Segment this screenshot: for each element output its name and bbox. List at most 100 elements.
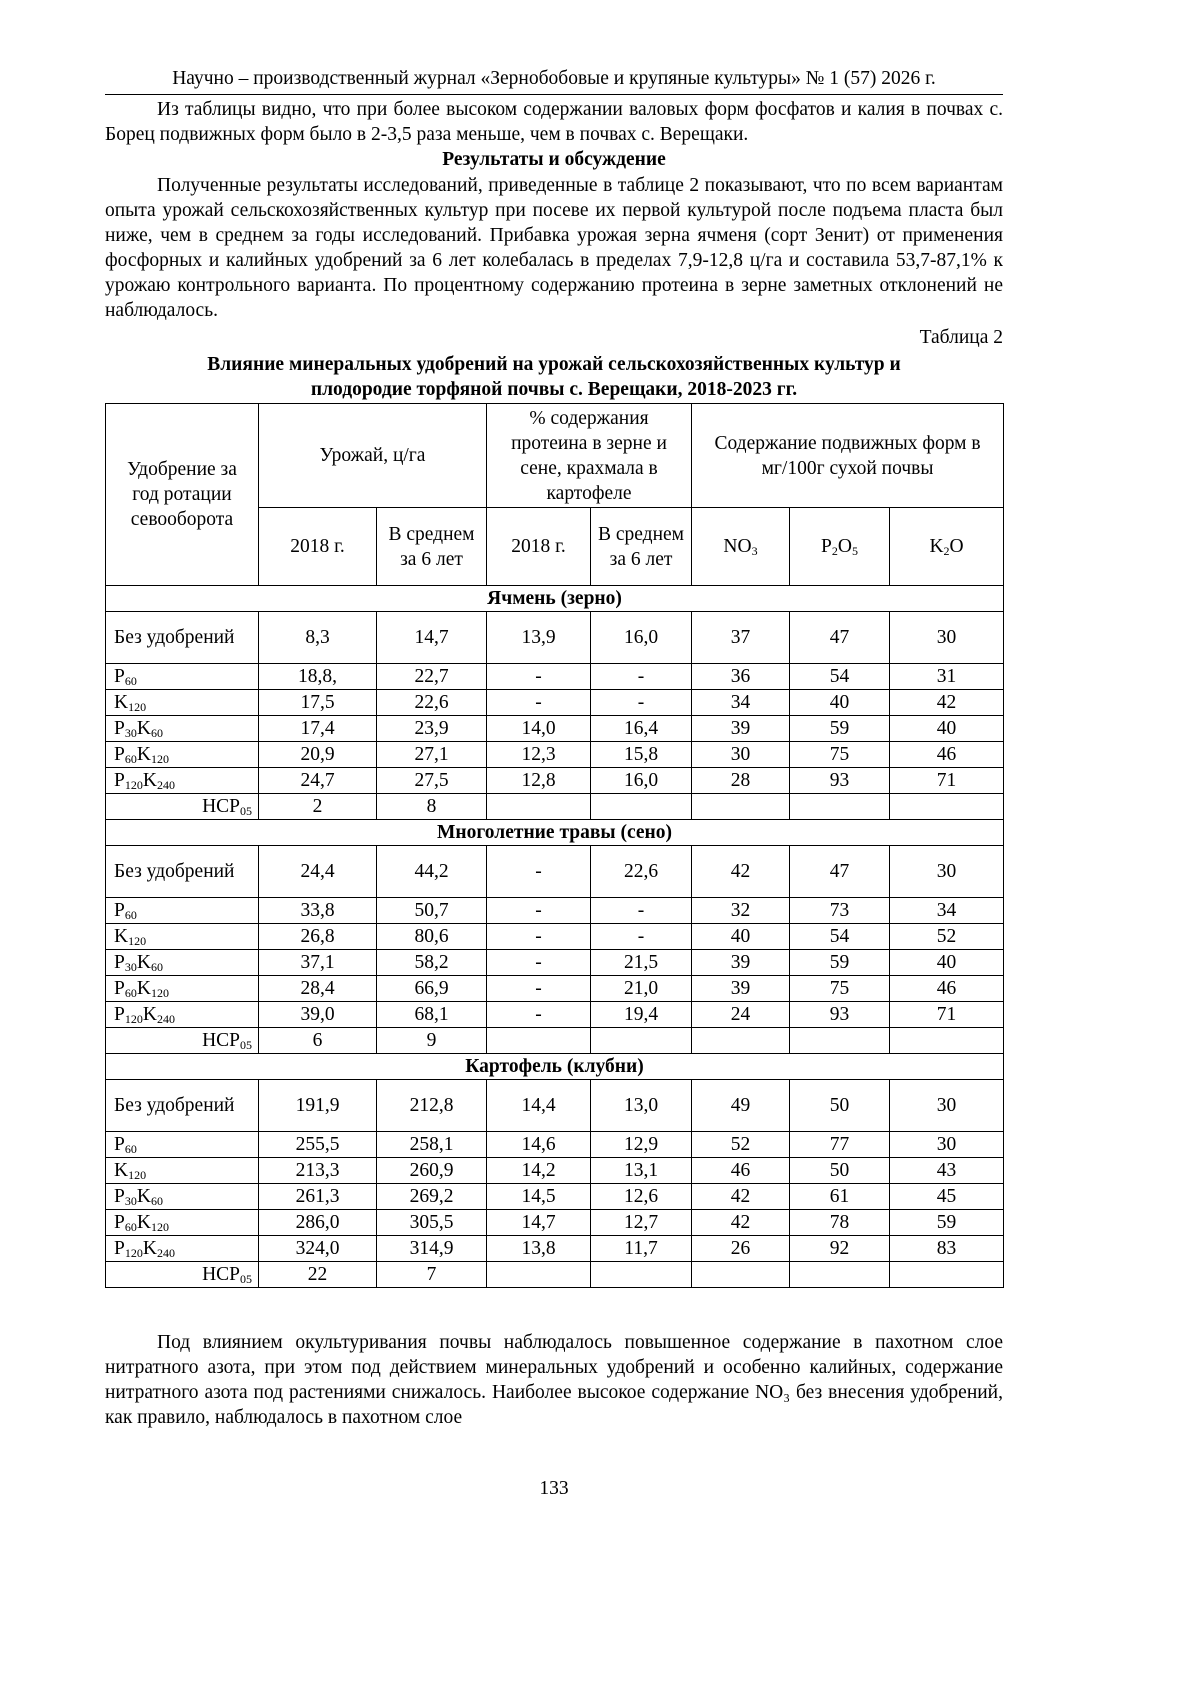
fertilizer-cell: K120 [105, 1157, 259, 1184]
value-cell: - [486, 975, 591, 1002]
value-cell: 23,9 [376, 715, 487, 742]
value-cell: 66,9 [376, 975, 487, 1002]
table-title-line-2: плодородие торфяной почвы с. Верещаки, 2… [310, 379, 798, 400]
fertilizer-cell: P60 [105, 1131, 259, 1158]
value-cell: 24,4 [258, 845, 377, 898]
value-cell: 58,2 [376, 949, 487, 976]
value-cell [889, 1027, 1005, 1054]
results-paragraph: Полученные результаты исследований, прив… [105, 173, 1003, 323]
fertilizer-cell: P30K60 [105, 949, 259, 976]
value-cell: 14,7 [376, 611, 487, 664]
value-cell: 212,8 [376, 1079, 487, 1132]
header-p2o5: P2O5 [789, 507, 891, 586]
value-cell: 22,7 [376, 663, 487, 690]
table-row: P60 255,5 258,1 14,6 12,9 52 77 30 [105, 1131, 1005, 1158]
value-cell: 46 [691, 1157, 791, 1184]
value-cell: 73 [789, 897, 891, 924]
value-cell: 21,0 [589, 975, 693, 1002]
value-cell: 32 [691, 897, 791, 924]
value-cell: 54 [789, 663, 891, 690]
value-cell: 213,3 [258, 1157, 377, 1184]
section-row: Картофель (клубни) [104, 1053, 1005, 1080]
table-row: P30K60 17,4 23,9 14,0 16,4 39 59 40 [105, 715, 1005, 742]
fertilizer-cell: P120K240 [105, 1001, 259, 1028]
table-row: P120K240 24,7 27,5 12,8 16,0 28 93 71 [105, 767, 1005, 794]
closing-paragraph: Под влиянием окультуривания почвы наблюд… [105, 1330, 1003, 1430]
value-cell: 28,4 [258, 975, 377, 1002]
table-row: Без удобрений 191,9 212,8 14,4 13,0 49 50 30 [105, 1079, 1005, 1132]
value-cell: 18,8, [258, 663, 377, 690]
value-cell: 261,3 [258, 1183, 377, 1210]
value-cell: 68,1 [376, 1001, 487, 1028]
value-cell: - [486, 1001, 591, 1028]
value-cell: 15,8 [589, 741, 693, 768]
value-cell [486, 793, 591, 820]
header-fertilizer: Удобрение за год ротации севооборота [105, 403, 259, 586]
lsd-row: НСР05 22 7 [105, 1261, 1005, 1288]
value-cell: 40 [789, 689, 891, 716]
value-cell: - [486, 663, 591, 690]
table-row: P60K120 286,0 305,5 14,7 12,7 42 78 59 [105, 1209, 1005, 1236]
fertilizer-cell: P30K60 [105, 715, 259, 742]
table-label: Таблица 2 [919, 327, 1003, 348]
value-cell: 191,9 [258, 1079, 377, 1132]
value-cell: 92 [789, 1235, 891, 1262]
fertilizer-cell: НСР05 [105, 1261, 259, 1288]
value-cell: 19,4 [589, 1001, 693, 1028]
value-cell: 286,0 [258, 1209, 377, 1236]
value-cell: - [589, 663, 693, 690]
value-cell: 40 [889, 715, 1005, 742]
value-cell: 50 [789, 1079, 891, 1132]
header-mobile-forms: Содержание подвижных форм в мг/100г сухо… [691, 403, 1005, 508]
value-cell: 9 [376, 1027, 487, 1054]
intro-text: Из таблицы видно, что при более высоком … [105, 99, 1003, 145]
header-divider [105, 94, 1003, 95]
value-cell: 12,7 [589, 1209, 693, 1236]
value-cell: 80,6 [376, 923, 487, 950]
value-cell: 52 [691, 1131, 791, 1158]
intro-paragraph: Из таблицы видно, что при более высоком … [105, 97, 1003, 147]
value-cell [789, 1261, 891, 1288]
value-cell: 12,8 [486, 767, 591, 794]
value-cell [691, 793, 791, 820]
fertilizer-cell: Без удобрений [105, 611, 259, 664]
value-cell: 16,4 [589, 715, 693, 742]
value-cell: 305,5 [376, 1209, 487, 1236]
value-cell: 59 [889, 1209, 1005, 1236]
fertilizer-cell: Без удобрений [105, 845, 259, 898]
value-cell: 71 [889, 1001, 1005, 1028]
value-cell: 22 [258, 1261, 377, 1288]
value-cell: 22,6 [589, 845, 693, 898]
fertilizer-cell: P60 [105, 897, 259, 924]
value-cell: 78 [789, 1209, 891, 1236]
results-table: Удобрение за год ротации севооборота Уро… [104, 403, 1005, 1288]
value-cell: 61 [789, 1183, 891, 1210]
value-cell [889, 1261, 1005, 1288]
fertilizer-cell: P30K60 [105, 1183, 259, 1210]
value-cell: 28 [691, 767, 791, 794]
value-cell [486, 1261, 591, 1288]
value-cell: 50 [789, 1157, 891, 1184]
value-cell: 44,2 [376, 845, 487, 898]
results-text: Полученные результаты исследований, прив… [105, 175, 1003, 321]
value-cell: 20,9 [258, 741, 377, 768]
value-cell: 13,8 [486, 1235, 591, 1262]
value-cell [691, 1261, 791, 1288]
value-cell: 14,4 [486, 1079, 591, 1132]
value-cell: - [589, 689, 693, 716]
value-cell [486, 1027, 591, 1054]
value-cell: 2 [258, 793, 377, 820]
value-cell: 24 [691, 1001, 791, 1028]
value-cell: 27,1 [376, 741, 487, 768]
value-cell: - [486, 689, 591, 716]
value-cell: 24,7 [258, 767, 377, 794]
section-row: Многолетние травы (сено) [104, 819, 1005, 846]
value-cell: - [486, 897, 591, 924]
value-cell: 46 [889, 741, 1005, 768]
value-cell: 45 [889, 1183, 1005, 1210]
value-cell: 49 [691, 1079, 791, 1132]
value-cell: 314,9 [376, 1235, 487, 1262]
section-title: Результаты и обсуждение [442, 149, 666, 170]
value-cell: 14,2 [486, 1157, 591, 1184]
